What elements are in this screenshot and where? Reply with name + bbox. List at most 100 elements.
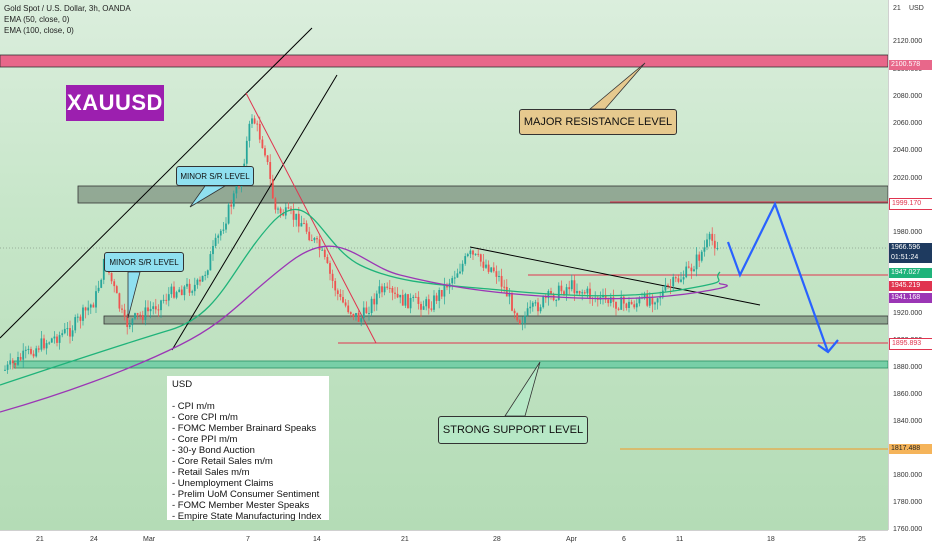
candle-body [456, 273, 459, 278]
economic-events-note[interactable]: USD - CPI m/m - Core CPI m/m - FOMC Member… [167, 376, 329, 522]
candle-body [427, 299, 430, 309]
time-axis[interactable]: 21 24 Mar 7 14 21 28 Apr 6 11 18 25 [0, 530, 888, 550]
projection-path [726, 201, 830, 353]
candle-body [305, 223, 308, 232]
event-item: - Empire State Manufacturing Index [172, 511, 322, 522]
candle-body [191, 291, 194, 293]
price-tick: 1800.000 [893, 472, 923, 479]
strong-support-callout[interactable]: STRONG SUPPORT LEVEL [438, 416, 588, 444]
candle-body [706, 239, 708, 248]
candle-body [628, 301, 630, 308]
candle-body [487, 264, 490, 272]
symbol-title[interactable]: Gold Spot / U.S. Dollar, 3h, OANDA [4, 4, 131, 13]
candle-body [690, 267, 693, 272]
candle-body [331, 273, 334, 281]
candle-body [45, 343, 48, 349]
candle-body [217, 235, 220, 238]
ema-100-legend[interactable]: EMA (100, close, 0) [4, 26, 74, 35]
candle-body [654, 302, 656, 305]
candle-body [687, 266, 690, 268]
candle-body [349, 312, 352, 314]
minor-sr-callout-1[interactable]: MINOR S/R LEVEL [176, 166, 254, 186]
candle-body [490, 267, 493, 272]
candle-body [531, 302, 534, 307]
downtrend-line-red [245, 92, 377, 344]
candle-body [373, 298, 376, 305]
candle-body [167, 294, 170, 301]
candle-body [635, 303, 638, 308]
candle-body [232, 193, 235, 207]
minor-sr-pointer-1 [189, 185, 227, 208]
chart-area[interactable]: Gold Spot / U.S. Dollar, 3h, OANDA EMA (… [0, 0, 888, 530]
candle-body [573, 280, 576, 294]
candle-body [248, 123, 251, 141]
price-tick: 1920.000 [893, 310, 923, 317]
candle-body [178, 289, 181, 293]
candle-body [188, 283, 191, 293]
candle-body [469, 250, 472, 255]
candle-body [420, 303, 422, 310]
time-tick: 14 [313, 536, 321, 543]
strong-support-zone [13, 360, 888, 369]
candle-body [472, 250, 474, 255]
candle-body [157, 309, 160, 311]
currency-label[interactable]: USD [909, 5, 924, 12]
candle-body [407, 294, 409, 309]
candle-body [656, 298, 659, 303]
candle-body [378, 286, 381, 294]
candle-body [92, 304, 95, 308]
candle-body [30, 348, 32, 354]
candle-body [425, 299, 428, 307]
candle-body [430, 308, 433, 310]
candle-body [563, 291, 565, 295]
channel-upper-line [0, 27, 313, 339]
candle-body [102, 258, 105, 280]
candle-body [61, 333, 64, 336]
candle-body [557, 285, 560, 300]
candle-body [708, 233, 711, 240]
candle-body [274, 198, 277, 210]
candle-body [277, 208, 279, 210]
candle-body [27, 348, 30, 350]
candle-body [14, 363, 17, 365]
candle-body [9, 360, 12, 365]
candle-body [461, 263, 464, 272]
candle-body [175, 292, 178, 298]
candle-body [401, 294, 404, 306]
minor-sr-callout-2[interactable]: MINOR S/R LEVEL [104, 252, 184, 272]
candle-body [50, 338, 53, 343]
candle-body [685, 266, 688, 278]
candle-body [173, 286, 175, 298]
candle-body [186, 283, 188, 287]
candle-body [256, 123, 259, 125]
price-axis[interactable]: 21 USD 2120.0002100.0002080.0002060.0002… [888, 0, 932, 533]
candle-body [716, 247, 719, 249]
candle-body [659, 297, 662, 299]
candle-body [435, 295, 438, 301]
candle-body [110, 272, 113, 282]
candle-body [388, 287, 391, 289]
candle-body [152, 306, 155, 309]
time-tick: 11 [676, 536, 684, 543]
candle-body [612, 297, 615, 302]
price-tag-low: 1817.488 [889, 444, 932, 454]
candle-body [672, 277, 675, 287]
ema-50-legend[interactable]: EMA (50, close, 0) [4, 15, 70, 24]
ema-50-line [0, 209, 721, 386]
candle-body [375, 293, 378, 305]
major-resistance-callout[interactable]: MAJOR RESISTANCE LEVEL [519, 109, 677, 135]
time-tick: 7 [246, 536, 250, 543]
candle-body [342, 296, 344, 303]
candle-body [529, 306, 532, 309]
candle-body [204, 274, 207, 276]
candle-body [209, 254, 212, 271]
candle-body [121, 308, 123, 310]
candle-body [700, 251, 703, 261]
candle-body [693, 269, 695, 272]
candle-body [214, 237, 217, 246]
candle-body [479, 254, 482, 262]
candle-body [355, 312, 357, 317]
candle-body [219, 230, 222, 236]
candle-body [48, 342, 51, 344]
candle-body [396, 293, 399, 298]
